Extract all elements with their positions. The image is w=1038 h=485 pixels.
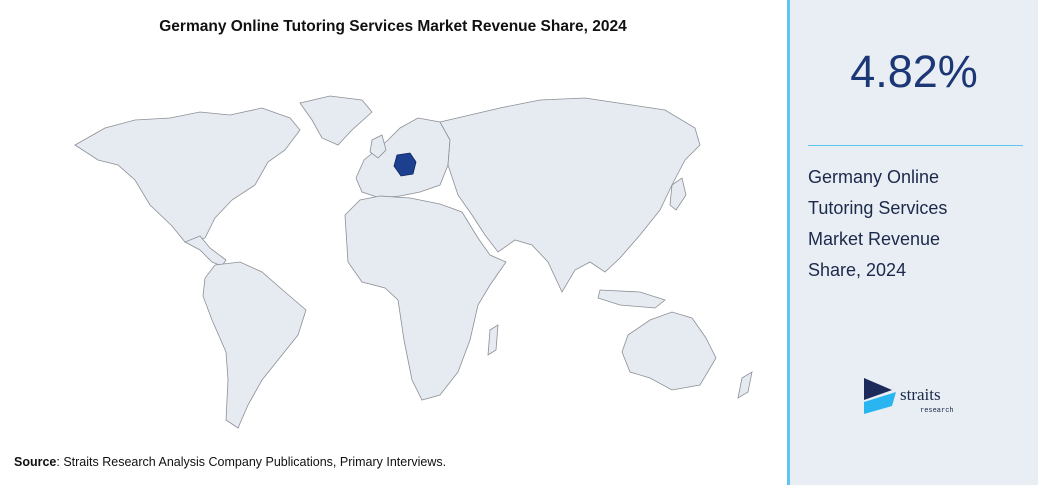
central-america	[184, 235, 227, 267]
logo-name: straits	[900, 385, 941, 404]
asia	[439, 97, 701, 293]
title: Germany Online Tutoring Services Market …	[159, 18, 627, 35]
australia	[621, 311, 717, 391]
logo: straits research	[864, 378, 954, 415]
side-panel: 4.82% Germany Online Tutoring Services M…	[787, 0, 1038, 485]
world-map	[74, 95, 753, 429]
indonesia	[597, 289, 666, 309]
africa	[344, 195, 507, 401]
new-zealand	[737, 371, 753, 399]
logo-mark-light	[864, 392, 896, 414]
divider	[808, 145, 1023, 146]
uk	[369, 134, 387, 159]
source-text: : Straits Research Analysis Company Publ…	[56, 455, 447, 469]
madagascar	[487, 324, 499, 356]
source: Source: Straits Research Analysis Compan…	[14, 455, 446, 469]
north-america	[74, 107, 301, 243]
logo-mark-dark	[864, 378, 892, 400]
logo-tagline: research	[920, 407, 954, 415]
stat-value: 4.82%	[850, 46, 978, 97]
source-label: Source	[14, 455, 57, 469]
japan	[669, 177, 687, 211]
germany	[393, 152, 417, 177]
south-america	[202, 261, 307, 429]
greenland	[299, 95, 373, 146]
stat-description: Germany Online Tutoring Services Market …	[808, 167, 948, 280]
